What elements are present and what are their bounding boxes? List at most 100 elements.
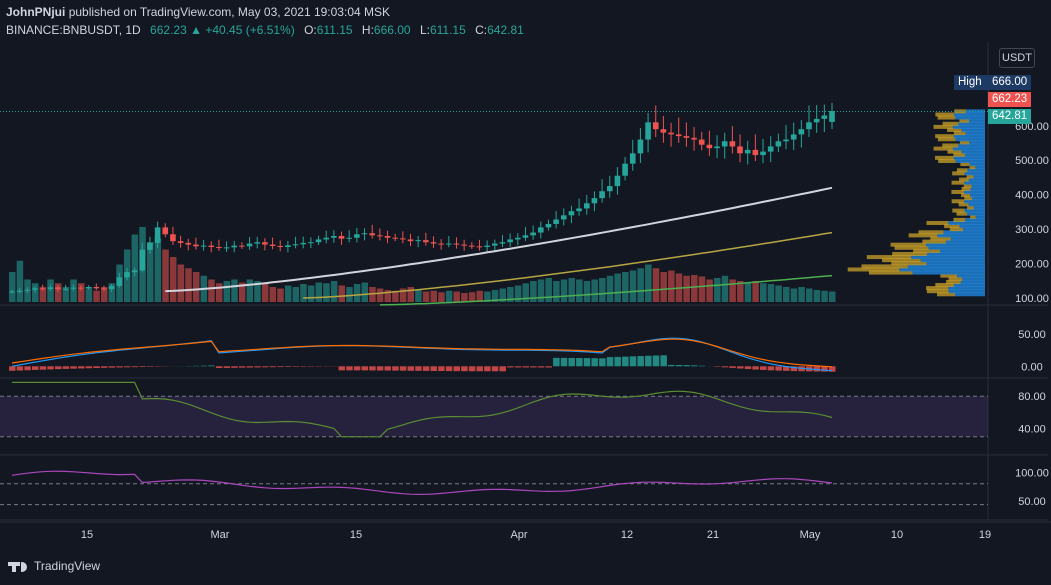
up-triangle-icon: ▲: [190, 23, 202, 37]
volume-profile-bar: [933, 124, 953, 129]
candle-body: [576, 208, 582, 212]
macd-histogram-bar: [614, 356, 621, 367]
volume-bar: [31, 283, 39, 302]
volume-profile-bar: [944, 224, 960, 229]
volume-bar: [783, 287, 790, 302]
candle-body: [24, 289, 31, 291]
macd-histogram-bar: [77, 366, 85, 369]
macd-histogram-bar: [139, 366, 146, 367]
candle-body: [484, 245, 490, 248]
volume-profile-bar: [892, 251, 927, 256]
macd-histogram-bar: [507, 366, 514, 368]
candle-body: [537, 227, 544, 233]
volume-profile-bar: [943, 230, 985, 235]
candle-body: [216, 247, 222, 249]
macd-histogram-bar: [62, 366, 70, 369]
volume-profile-bar: [965, 131, 985, 136]
macd-histogram-bar: [668, 364, 675, 367]
macd-histogram-bar: [522, 366, 529, 368]
tradingview-brand[interactable]: TradingView: [8, 559, 100, 573]
macd-histogram-bar: [24, 366, 31, 371]
macd-histogram-bar: [476, 366, 483, 372]
volume-profile-bar: [975, 214, 985, 219]
volume-bar: [798, 287, 805, 302]
volume-profile-bar: [937, 233, 985, 238]
signal-line: [11, 338, 833, 368]
candle-body: [16, 290, 23, 292]
volume-bar: [507, 287, 514, 302]
candle-body: [591, 198, 598, 204]
volume-profile-bar: [964, 196, 973, 201]
volume-profile-bar: [961, 127, 985, 132]
time-axis-label: Apr: [510, 529, 527, 541]
volume-profile-bar: [972, 196, 985, 201]
candle-body: [47, 287, 54, 290]
volume-bar: [223, 281, 231, 302]
volume-bar: [246, 279, 254, 302]
price-change: +40.45 (+6.51%): [205, 23, 295, 37]
volume-bar: [622, 272, 629, 302]
volume-profile-bar: [942, 121, 959, 126]
candle-body: [629, 153, 636, 164]
macd-histogram-bar: [622, 356, 629, 367]
volume-bar: [583, 281, 591, 302]
volume-profile-bar: [963, 183, 972, 188]
volume-profile-bar: [882, 258, 921, 263]
volume-profile-bar: [964, 189, 985, 194]
time-axis-label: 21: [707, 529, 719, 541]
macd-histogram-bar: [813, 366, 821, 372]
volume-bar: [476, 290, 483, 302]
macd-histogram-bar: [675, 364, 683, 367]
symbol-label[interactable]: BINANCE:BNBUSDT, 1D: [6, 23, 141, 37]
macd-histogram-bar: [238, 366, 246, 368]
macd-histogram-bar: [269, 366, 277, 368]
candle-body: [239, 245, 245, 247]
macd-histogram-bar: [200, 365, 208, 367]
volume-bar: [806, 288, 813, 302]
published-text: published on TradingView.com, May 03, 20…: [68, 5, 391, 19]
candle-body: [70, 287, 77, 289]
macd-histogram-bar: [384, 366, 392, 371]
candle-body: [32, 288, 38, 290]
volume-profile-bar: [961, 193, 971, 198]
candle-body: [193, 244, 199, 247]
author-name[interactable]: JohnPNjui: [6, 5, 66, 19]
close-label: C:: [475, 23, 488, 37]
candle-body: [744, 149, 751, 154]
macd-histogram-bar: [100, 366, 108, 368]
macd-histogram-bar: [652, 355, 660, 367]
volume-profile-bar: [953, 134, 985, 139]
volume-bar: [767, 284, 775, 302]
volume-bar: [346, 287, 353, 302]
volume-bar: [392, 290, 399, 302]
volume-bar: [438, 292, 445, 302]
macd-histogram-bar: [31, 366, 39, 370]
volume-profile-bar: [953, 112, 985, 117]
time-axis-label: 10: [891, 529, 903, 541]
volume-profile-bar: [975, 165, 985, 170]
macd-histogram-bar: [392, 366, 399, 371]
candle-body: [507, 239, 513, 243]
candle-body: [292, 244, 299, 246]
volume-bar: [292, 287, 300, 302]
volume-profile-bar: [948, 289, 985, 294]
candle-body: [706, 144, 713, 149]
volume-profile-bar: [951, 180, 965, 185]
volume-bar: [16, 260, 24, 302]
volume-profile-bar: [861, 264, 908, 269]
candle-body: [85, 286, 92, 289]
volume-bar: [261, 283, 269, 302]
volume-profile-bar: [912, 270, 985, 275]
candle-body: [315, 239, 322, 243]
currency-button[interactable]: USDT: [999, 48, 1035, 68]
macd-histogram-bar: [744, 366, 752, 370]
candle-body: [369, 233, 375, 236]
volume-profile-bar: [959, 177, 969, 182]
candle-body: [354, 234, 360, 238]
volume-profile-bar: [926, 220, 949, 225]
macd-histogram-bar: [729, 366, 736, 368]
macd-histogram-bar: [560, 357, 568, 367]
volume-bar: [77, 283, 85, 302]
volume-profile-bar: [958, 121, 985, 126]
